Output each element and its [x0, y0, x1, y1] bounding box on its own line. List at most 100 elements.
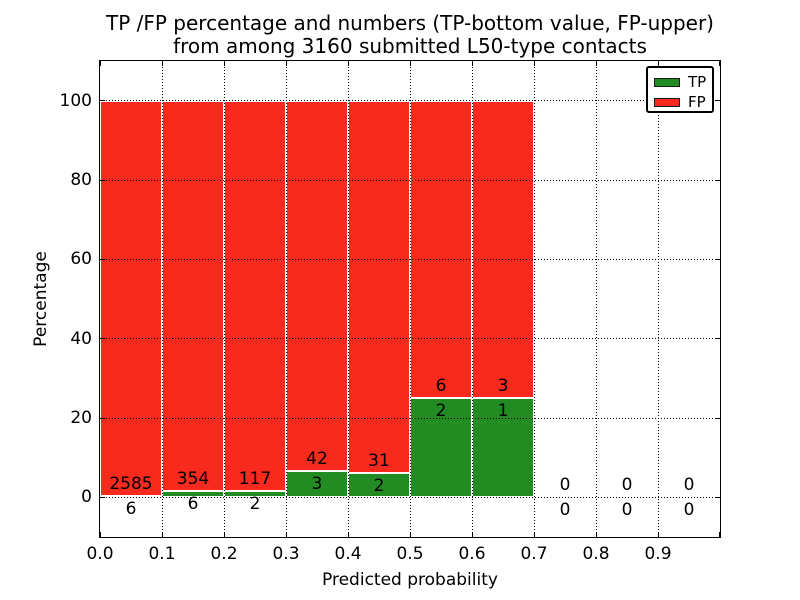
gridline-vertical — [595, 61, 597, 537]
tp-count-label: 2 — [435, 401, 447, 422]
x-tick-label: 0.1 — [148, 544, 176, 564]
y-tick-mark — [100, 338, 105, 340]
y-tick-label: 0 — [81, 487, 92, 508]
x-tick-label: 0.4 — [334, 544, 362, 564]
x-tick-mark — [223, 61, 225, 66]
y-tick-mark — [100, 496, 105, 498]
x-tick-mark — [347, 532, 349, 537]
bar-fp-segment — [472, 100, 534, 399]
tp-count-label: 2 — [373, 476, 385, 497]
fp-count-label: 354 — [176, 468, 210, 489]
x-tick-mark — [100, 61, 101, 66]
y-tick-label: 40 — [70, 328, 92, 349]
x-tick-label: 0.2 — [210, 544, 238, 564]
fp-count-label: 117 — [238, 468, 272, 489]
y-tick-mark — [100, 100, 105, 102]
gridline-vertical — [285, 61, 287, 537]
bar-tp-segment — [348, 473, 410, 498]
y-tick-mark — [715, 417, 720, 419]
x-tick-mark — [347, 61, 349, 66]
tp-count-label: 2 — [249, 493, 261, 514]
bar-fp-segment — [410, 100, 472, 399]
x-tick-mark — [719, 61, 720, 66]
legend: TP FP — [646, 66, 714, 113]
x-tick-mark — [285, 532, 287, 537]
tp-count-label: 6 — [125, 499, 137, 520]
y-axis-label: Percentage — [31, 251, 52, 347]
y-tick-mark — [100, 258, 105, 260]
fp-count-label: 0 — [683, 475, 695, 496]
gridline-vertical — [657, 61, 659, 537]
x-tick-mark — [595, 532, 597, 537]
x-tick-mark — [161, 61, 163, 66]
bar-fp-segment — [162, 100, 224, 491]
fp-count-label: 0 — [559, 475, 571, 496]
legend-fp-label: FP — [688, 92, 706, 111]
tp-count-label: 3 — [311, 473, 323, 494]
gridline-horizontal — [100, 338, 720, 340]
legend-row-tp: TP — [648, 72, 712, 92]
x-tick-mark — [657, 61, 659, 66]
x-tick-mark — [471, 532, 473, 537]
gridline-vertical — [347, 61, 349, 537]
fp-count-label: 6 — [435, 376, 447, 397]
y-tick-label: 20 — [70, 408, 92, 428]
chart-title-line2: from among 3160 submitted L50-type conta… — [173, 34, 647, 58]
y-axis-label-container: Percentage — [28, 61, 54, 537]
y-tick-mark — [715, 179, 720, 181]
gridline-horizontal — [100, 496, 720, 498]
x-tick-mark — [285, 61, 287, 66]
x-tick-mark — [223, 532, 225, 537]
chart-title-line1: TP /FP percentage and numbers (TP-bottom… — [106, 11, 714, 35]
gridline-horizontal — [100, 258, 720, 260]
legend-row-fp: FP — [648, 92, 712, 112]
legend-tp-swatch-icon — [654, 77, 680, 87]
legend-fp-swatch-icon — [654, 97, 680, 107]
x-tick-mark — [409, 532, 411, 537]
y-tick-mark — [715, 258, 720, 260]
y-tick-label: 60 — [70, 249, 92, 270]
x-tick-mark — [719, 532, 720, 537]
legend-tp-label: TP — [688, 72, 707, 91]
x-tick-label: 0.7 — [520, 544, 548, 564]
x-tick-label: 0.5 — [396, 544, 424, 564]
gridline-horizontal — [100, 179, 720, 181]
x-tick-mark — [471, 61, 473, 66]
gridline-vertical — [223, 61, 225, 537]
tp-count-label: 0 — [559, 500, 571, 521]
plot-area: TP FP 2585 6 354 6 117 2 42 3 31 2 6 2 3 1 0 0 0 0 0 0 — [99, 60, 721, 538]
x-tick-mark — [595, 61, 597, 66]
fp-count-label: 42 — [306, 448, 328, 469]
x-tick-mark — [533, 532, 535, 537]
x-tick-mark — [657, 532, 659, 537]
bar-tp-segment — [472, 398, 534, 498]
x-tick-mark — [161, 532, 163, 537]
tp-count-label: 0 — [621, 500, 633, 521]
y-tick-mark — [100, 179, 105, 181]
y-tick-mark — [715, 100, 720, 102]
x-tick-label: 0.8 — [582, 544, 610, 564]
gridline-horizontal — [100, 417, 720, 419]
fp-count-label: 0 — [621, 475, 633, 496]
fp-count-label: 31 — [368, 451, 390, 472]
x-tick-label: 0.9 — [644, 544, 672, 564]
gridline-vertical — [471, 61, 473, 537]
x-tick-label: 0.0 — [86, 544, 114, 564]
x-tick-label: 0.6 — [458, 544, 486, 564]
fp-count-label: 2585 — [109, 474, 153, 495]
tp-count-label: 6 — [187, 493, 199, 514]
x-tick-mark — [100, 532, 101, 537]
gridline-vertical — [533, 61, 535, 537]
y-tick-mark — [100, 417, 105, 419]
gridline-vertical — [161, 61, 163, 537]
x-axis-label: Predicted probability — [322, 570, 498, 590]
gridline-vertical — [409, 61, 411, 537]
tp-count-label: 0 — [683, 500, 695, 521]
x-tick-mark — [533, 61, 535, 66]
chart-title: TP /FP percentage and numbers (TP-bottom… — [100, 12, 720, 58]
x-tick-mark — [409, 61, 411, 66]
bar-fp-segment — [100, 100, 162, 497]
y-tick-mark — [715, 496, 720, 498]
tp-count-label: 1 — [497, 401, 509, 422]
